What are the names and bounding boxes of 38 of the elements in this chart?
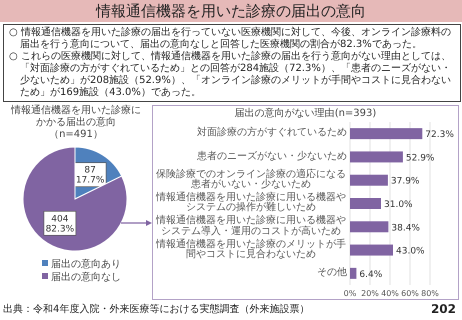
y-tick-label: 情報通信機器を用いた診療に用いる機器やシステム導入・運用のコストが高いため [155,215,347,238]
data-label: 87 17.7% [76,166,105,186]
y-tick-label: 保険診療でのオンライン診療の適応になる患者がいない・少ないため [155,168,347,191]
text: ○ 情報通信機器を用いた診療の届出を行っていない医療機関に対して、今後、オンライン診療料の届出を行う意向について、届出の意向なしと回答した医療機関の割合が82.3%であった。 [9,27,452,50]
bar [350,174,388,186]
y-tick-label: 患者のニーズがない・少ないため [197,150,347,162]
bar [350,128,422,140]
bar [350,268,356,279]
chart-title: 届出の意向がない理由(n=393) [234,108,378,120]
x-tick-label: 0% [344,289,357,298]
data-label: 52.9% [406,153,435,164]
x-tick-label: 60% [401,289,420,298]
data-label: 38.4% [391,223,420,234]
data-label: 72.3% [425,130,454,140]
y-tick-label: 情報通信機器を用いた診療のメリットが手間やコストに見合わないため [155,238,347,261]
bar [350,198,381,209]
text: ○ これらの医療機関に対して、情報通信機器を用いた診療の届出を行う意向がない理由としては、「対面診療の方がすぐれているため」との回答が284施設（72.3%）、「患者のニーズがない・少ないため」が208施設（52.9%）、「オンライン診療のメリットが手間やコストに見合わないため」が169施設（43.0%）であった。 [9,51,452,99]
bar [350,151,403,162]
data-label: 6.4% [359,270,383,280]
data-label: 31.0% [384,200,414,210]
x-tick-label: 80% [421,289,440,298]
data-label: 37.9% [390,176,420,187]
y-tick-label: その他 [317,267,347,279]
pie-slice [22,146,128,252]
x-tick-label: 20% [361,289,380,298]
text: 情報通信機器を用いた診療の届出の意向 [0,0,462,22]
legend-label: 届出の意向なし [51,272,121,283]
data-label: 404 82.3% [46,214,75,234]
x-tick-label: 40% [381,289,400,298]
legend-label: 届出の意向あり [51,259,121,270]
chart-title: 情報通信機器を用いた診療にかかる届出の意向（n=491） [10,105,142,141]
y-tick-label: 情報通信機器を用いた診療に用いる機器やシステムの操作が難しいため [155,192,347,214]
source-note: 出典：令和4年度入院・外来医療等における実態調査（外来施設票） [3,304,310,316]
bar [350,244,393,256]
data-label: 43.0% [396,246,426,257]
y-tick-label: 対面診療の方がすぐれているため [197,127,347,139]
bar [350,221,388,232]
text: 202 [430,302,456,316]
